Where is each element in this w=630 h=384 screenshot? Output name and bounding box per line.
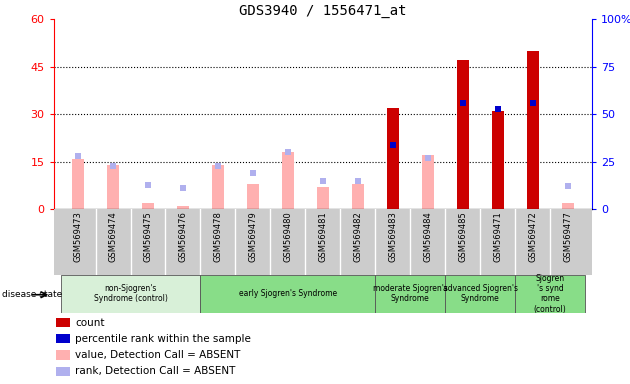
Bar (561, 203, 574, 209)
Bar (352, 184, 364, 209)
Bar (457, 60, 469, 209)
Text: GSM569477: GSM569477 (563, 211, 572, 262)
Title: GDS3940 / 1556471_at: GDS3940 / 1556471_at (239, 4, 406, 18)
Text: GSM569480: GSM569480 (284, 211, 292, 262)
Text: non-Sjogren's
Syndrome (control): non-Sjogren's Syndrome (control) (94, 284, 168, 303)
Bar (387, 108, 399, 209)
Text: rank, Detection Call = ABSENT: rank, Detection Call = ABSENT (75, 366, 236, 376)
Text: advanced Sjogren's
Syndrome: advanced Sjogren's Syndrome (443, 284, 518, 303)
Text: GSM569483: GSM569483 (388, 211, 398, 262)
Bar (527, 51, 539, 209)
Bar (421, 156, 434, 209)
Bar (247, 184, 259, 209)
Bar (56, 350, 70, 359)
Bar (317, 187, 329, 209)
Text: moderate Sjogren's
Syndrome: moderate Sjogren's Syndrome (373, 284, 448, 303)
Bar (72, 159, 84, 209)
Text: Sjogren
's synd
rome
(control): Sjogren 's synd rome (control) (534, 274, 566, 314)
Bar (107, 165, 119, 209)
Bar (212, 165, 224, 209)
Bar (56, 367, 70, 376)
Text: GSM569479: GSM569479 (248, 211, 258, 262)
Bar (515, 275, 585, 313)
Text: count: count (75, 318, 105, 328)
Bar (491, 111, 504, 209)
Text: GSM569484: GSM569484 (423, 211, 432, 262)
Text: GSM569472: GSM569472 (528, 211, 537, 262)
Bar (56, 334, 70, 343)
Text: GSM569481: GSM569481 (318, 211, 328, 262)
Bar (200, 275, 375, 313)
Text: GSM569474: GSM569474 (108, 211, 118, 262)
Text: GSM569473: GSM569473 (74, 211, 83, 262)
Bar (142, 203, 154, 209)
Text: early Sjogren's Syndrome: early Sjogren's Syndrome (239, 289, 337, 298)
Bar (445, 275, 515, 313)
Text: GSM569475: GSM569475 (144, 211, 152, 262)
Text: GSM569485: GSM569485 (458, 211, 467, 262)
Text: GSM569476: GSM569476 (178, 211, 188, 262)
Text: GSM569471: GSM569471 (493, 211, 502, 262)
Bar (177, 206, 189, 209)
Bar (60, 275, 200, 313)
Bar (375, 275, 445, 313)
Text: value, Detection Call = ABSENT: value, Detection Call = ABSENT (75, 350, 241, 360)
Text: disease state: disease state (2, 290, 62, 299)
Text: GSM569482: GSM569482 (353, 211, 362, 262)
Text: percentile rank within the sample: percentile rank within the sample (75, 334, 251, 344)
Text: GSM569478: GSM569478 (214, 211, 222, 262)
Bar (282, 152, 294, 209)
Bar (56, 318, 70, 327)
